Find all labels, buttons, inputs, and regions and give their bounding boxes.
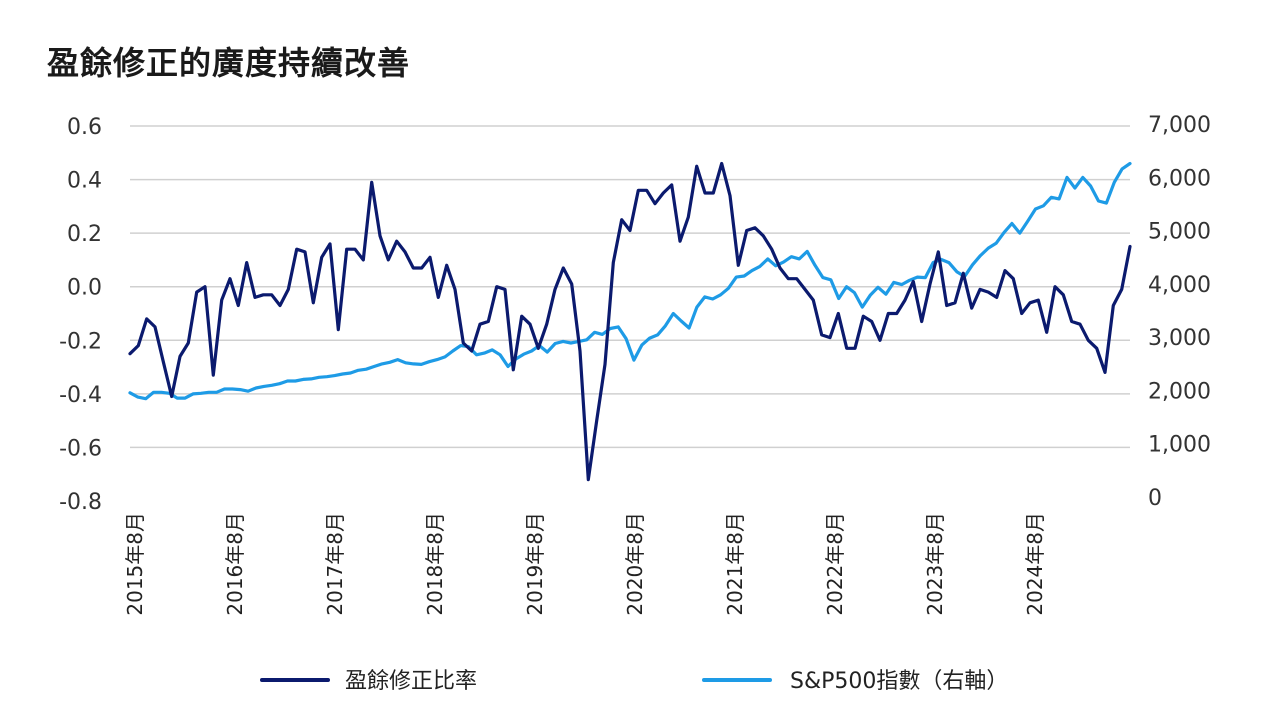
y-left-tick-label: -0.4 [59,383,102,408]
y-right-tick-label: 4,000 [1148,273,1211,298]
x-tick-label: 2020年8月 [623,512,647,616]
series-line-2 [128,161,1132,401]
page-title: 盈餘修正的廣度持續改善 [47,44,411,82]
y-left-tick-label: 0.6 [67,115,102,140]
x-tick-label: 2018年8月 [423,512,447,616]
y-right-tick-label: 2,000 [1148,379,1211,404]
y-left-tick-label: 0.0 [67,276,102,301]
y-left-tick-label: 0.2 [67,222,102,247]
x-axis: 2015年8月 2016年8月 2017年8月 2018年8月 2019年8月 2020年… [123,512,1047,616]
y-left-tick-label: -0.6 [59,436,102,461]
x-tick-label: 2021年8月 [723,512,747,616]
x-tick-label: 2024年8月 [1023,512,1047,616]
y-left-tick-label: -0.2 [59,329,102,354]
y-left-tick-label: -0.8 [59,490,102,515]
x-tick-label: 2017年8月 [323,512,347,616]
y-axis-left: 0.6 0.4 0.2 0.0 -0.2 -0.4 -0.6 -0.8 [59,115,102,515]
y-right-tick-label: 3,000 [1148,326,1211,351]
x-tick-label: 2016年8月 [223,512,247,616]
y-right-tick-label: 1,000 [1148,433,1211,458]
x-tick-label: 2019年8月 [523,512,547,616]
legend-label-2: S&P500指數（右軸） [790,669,1008,694]
y-left-tick-label: 0.4 [67,169,102,194]
y-right-tick-label: 6,000 [1148,166,1211,191]
legend: 盈餘修正比率 S&P500指數（右軸） [260,669,1008,694]
y-right-tick-label: 0 [1148,486,1162,511]
y-right-tick-label: 7,000 [1148,113,1211,138]
legend-label-1: 盈餘修正比率 [345,669,477,694]
series-lines [128,161,1132,482]
x-tick-label: 2023年8月 [923,512,947,616]
series-line-1 [128,161,1132,482]
grid [130,125,1130,449]
y-right-tick-label: 5,000 [1148,220,1211,245]
y-axis-right: 7,000 6,000 5,000 4,000 3,000 2,000 1,000 0 [1148,113,1211,511]
x-tick-label: 2015年8月 [123,512,147,616]
x-tick-label: 2022年8月 [823,512,847,616]
